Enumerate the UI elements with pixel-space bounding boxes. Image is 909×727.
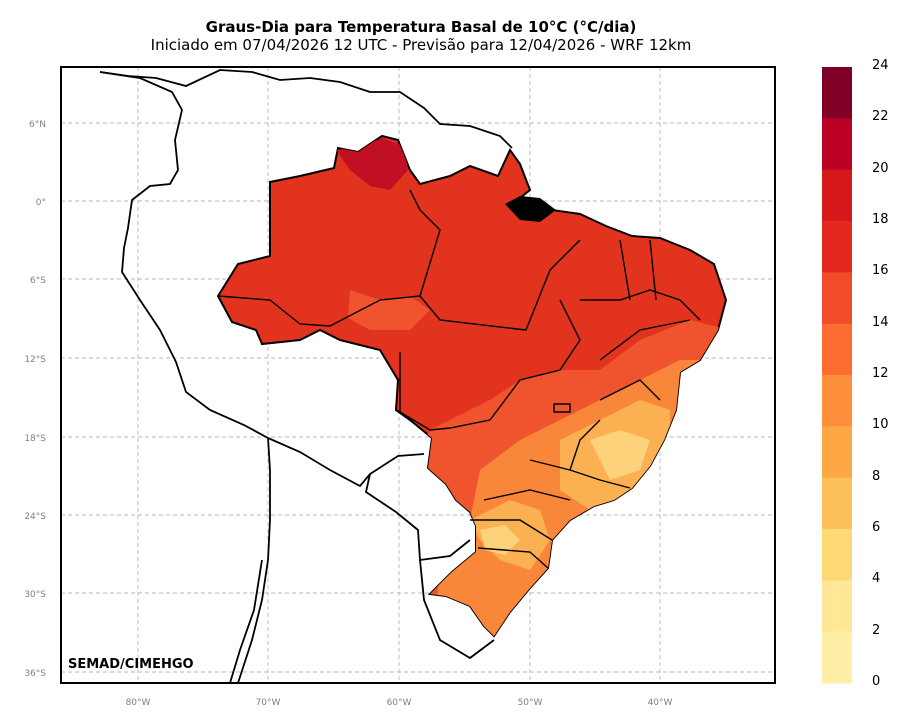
colorbar-tick-label: 0 bbox=[872, 674, 881, 689]
lon-tick-labels: 80°W 70°W 60°W 50°W 40°W bbox=[126, 698, 673, 708]
lon-tick: 70°W bbox=[256, 698, 281, 708]
colorbar-segment bbox=[822, 529, 852, 581]
lat-tick: 24°S bbox=[24, 512, 46, 522]
colorbar-segment bbox=[822, 631, 852, 684]
lat-tick: 0° bbox=[36, 198, 46, 208]
lat-tick: 18°S bbox=[24, 434, 46, 444]
colorbar-tick-label: 16 bbox=[872, 263, 889, 279]
colorbar-tick-label: 12 bbox=[872, 366, 889, 381]
colorbar-segment bbox=[822, 323, 852, 376]
colorbar-segment bbox=[822, 477, 852, 530]
colorbar-tick-label: 8 bbox=[872, 468, 881, 484]
colorbar-tick-label: 14 bbox=[872, 314, 889, 330]
lat-tick: 30°S bbox=[24, 590, 46, 600]
colorbar-tick-label: 2 bbox=[872, 622, 881, 638]
south-america-outline bbox=[99, 69, 513, 684]
colorbar-tick-label: 20 bbox=[872, 160, 889, 176]
lon-tick: 80°W bbox=[126, 698, 151, 708]
colorbar-segment bbox=[822, 375, 852, 427]
credit-label: SEMAD/CIMEHGO bbox=[68, 657, 194, 672]
colorbar-tick-label: 24 bbox=[872, 58, 889, 73]
lon-tick: 60°W bbox=[387, 698, 412, 708]
lon-tick: 40°W bbox=[648, 698, 673, 708]
colorbar-tick-label: 18 bbox=[872, 212, 889, 227]
lon-tick: 50°W bbox=[518, 698, 543, 708]
colorbar-segment bbox=[822, 67, 852, 119]
lat-tick-labels: 6°N 0° 6°S 12°S 18°S 24°S 30°S 36°S bbox=[24, 120, 46, 679]
colorbar-tick-label: 4 bbox=[872, 571, 881, 587]
colorbar-segment bbox=[822, 221, 852, 273]
colorbar-tick-label: 6 bbox=[872, 520, 881, 535]
colorbar-segment bbox=[822, 580, 852, 633]
colorbar-segment bbox=[822, 272, 852, 325]
colorbar bbox=[822, 67, 852, 684]
map-frame bbox=[60, 66, 776, 684]
lat-tick: 6°N bbox=[29, 120, 46, 130]
lat-tick: 12°S bbox=[24, 355, 46, 365]
lat-tick: 36°S bbox=[24, 669, 46, 679]
colorbar-tick-label: 22 bbox=[872, 109, 889, 125]
colorbar-tick-label: 10 bbox=[872, 417, 889, 433]
map-title: Graus-Dia para Temperatura Basal de 10°C… bbox=[205, 18, 637, 36]
state-borders bbox=[217, 189, 701, 569]
colorbar-segment bbox=[822, 118, 852, 171]
colorbar-segment bbox=[822, 426, 852, 479]
map-subtitle: Iniciado em 07/04/2026 12 UTC - Previsão… bbox=[150, 36, 692, 54]
colorbar-segment bbox=[822, 169, 852, 222]
lat-tick: 6°S bbox=[30, 276, 46, 286]
